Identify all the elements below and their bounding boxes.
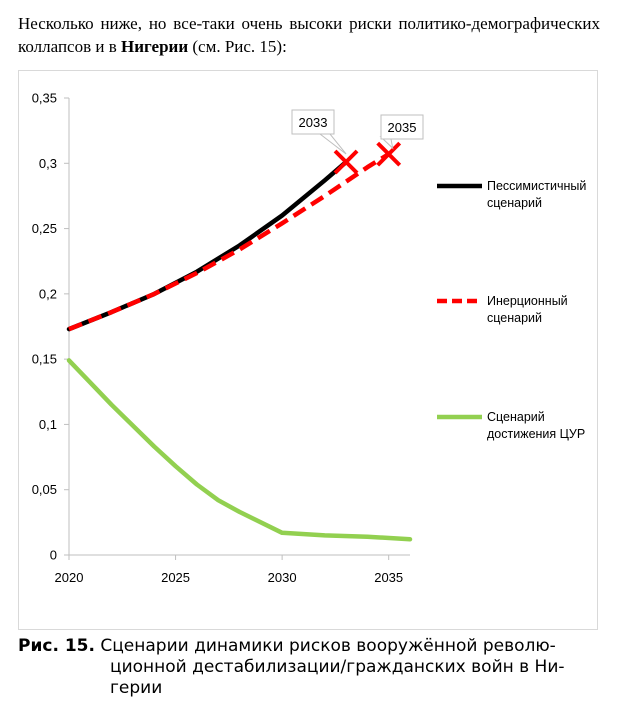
callout-label-1: 2035 — [388, 120, 417, 135]
series-line-1 — [68, 152, 390, 332]
y-tick-label: 0,05 — [32, 482, 57, 497]
callout-box-1 — [380, 114, 424, 140]
callout-box-0 — [291, 109, 335, 135]
callout-pointer-0 — [318, 133, 347, 155]
figure-caption: Рис. 15. Сценарии динамики рисков вооруж… — [18, 636, 600, 699]
series-line-2 — [66, 358, 413, 542]
intro-paragraph: Несколько ниже, но все-таки очень высоки… — [18, 12, 600, 58]
y-tick-label: 0,2 — [39, 286, 57, 301]
x-tick-label: 2030 — [268, 570, 297, 585]
x-tick-label: 2020 — [55, 570, 84, 585]
legend-label-2: Сценарий достижения ЦУР — [487, 410, 585, 441]
y-tick-label: 0,15 — [32, 352, 57, 367]
series-line-0 — [66, 159, 349, 332]
y-tick-label: 0,1 — [39, 417, 57, 432]
chart-frame — [18, 70, 598, 630]
intro-country-bold: Нигерии — [121, 37, 189, 56]
caption-label: Рис. 15. — [18, 636, 95, 656]
x-tick-label: 2025 — [161, 570, 190, 585]
y-tick-label: 0,3 — [39, 156, 57, 171]
callout-label-0: 2033 — [299, 115, 328, 130]
caption-line-2: ционной дестабилизации/гражданских войн … — [110, 657, 565, 677]
y-tick-label: 0 — [50, 548, 57, 563]
y-tick-label: 0,35 — [32, 91, 57, 106]
caption-line-1: Рис. 15. Сценарии динамики рисков вооруж… — [18, 636, 600, 657]
caption-line-3: герии — [110, 678, 163, 698]
legend-label-1: Инерционный сценарий — [487, 294, 568, 325]
caption-text-1: Сценарии динамики рисков вооружённой рев… — [94, 636, 556, 656]
marker-x-1 — [376, 141, 402, 167]
x-tick-label: 2035 — [374, 570, 403, 585]
y-tick-label: 0,25 — [32, 221, 57, 236]
marker-x-0 — [333, 149, 359, 175]
legend-label-0: Пессимистичный сценарий — [487, 179, 586, 210]
intro-text-after: (см. Рис. 15): — [188, 37, 287, 56]
intro-text-before: Несколько ниже, но все-таки очень высоки… — [18, 14, 600, 56]
